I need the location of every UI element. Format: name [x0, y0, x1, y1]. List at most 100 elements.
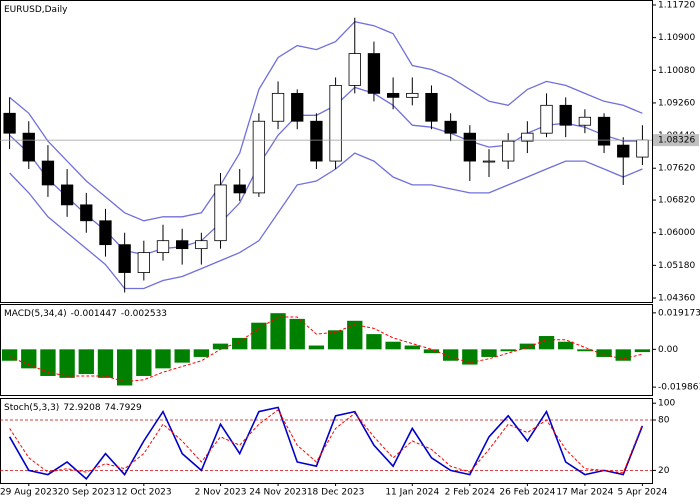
histogram-bar [404, 345, 420, 350]
candle-body [597, 116, 611, 146]
histogram-bar [232, 337, 248, 350]
histogram-bar [251, 322, 267, 350]
candle-body [214, 184, 227, 242]
candle-body [444, 120, 457, 134]
histogram-bar [289, 318, 305, 350]
indicator-line [9, 316, 643, 383]
y-tick-label: 100 [658, 399, 675, 409]
candle-body [99, 220, 112, 246]
title-value: 74.7929 [105, 403, 142, 413]
indicator-line [9, 86, 643, 256]
y-tick-label: 1.06000 [658, 228, 695, 238]
candle-body [80, 204, 93, 222]
candle-body [636, 139, 649, 158]
y-tick-label: 1.10080 [658, 66, 695, 76]
x-tick-label: 12 Oct 2023 [116, 488, 172, 498]
histogram-bar [116, 349, 133, 386]
histogram-bar [462, 349, 478, 365]
candle-body [252, 120, 266, 194]
price-tag [653, 134, 699, 147]
title-text: EURUSD,Daily [4, 5, 68, 15]
histogram-bar [174, 349, 190, 363]
candle-body [233, 184, 246, 194]
title-value: -0.001447 [71, 309, 117, 319]
panel-title: MACD(5,34,4) -0.001447 -0.002533 [4, 309, 167, 319]
title-text: Stoch(5,3,3) [4, 403, 59, 413]
candle-body [617, 144, 630, 158]
panel-title: Stoch(5,3,3) 72.9208 74.7929 [4, 403, 142, 413]
candle-body [195, 240, 208, 250]
x-tick-label: 17 Mar 2024 [556, 488, 613, 498]
histogram-bar [366, 334, 382, 350]
histogram-bar [59, 349, 75, 378]
histogram-bar [270, 313, 286, 350]
main-panel [0, 0, 653, 303]
x-tick-label: 26 Feb 2024 [499, 488, 555, 498]
histogram-bar [577, 349, 593, 352]
candle-body [463, 132, 476, 162]
indicator-line [9, 20, 643, 222]
y-tick-label: 0.019173 [658, 308, 700, 318]
candle-body [271, 92, 285, 122]
histogram-bar [78, 349, 94, 375]
histogram-bar [155, 349, 171, 369]
x-tick-label: 29 Aug 2023 [0, 488, 58, 498]
x-tick-label: 24 Nov 2023 [249, 488, 307, 498]
y-tick-label: 1.10900 [658, 33, 695, 43]
title-value: 72.9208 [63, 403, 100, 413]
y-tick-label: 20 [658, 466, 670, 476]
histogram-bar [423, 349, 440, 354]
histogram-bar [634, 349, 651, 353]
histogram-bar [519, 343, 536, 350]
candle-body [118, 244, 131, 273]
histogram-bar [538, 336, 555, 350]
candle-body [3, 112, 16, 134]
y-tick-label: 0.00 [658, 345, 678, 355]
candle-body [310, 120, 323, 162]
candle-body [502, 140, 515, 162]
candle-body [367, 53, 381, 94]
y-tick-label: 1.07620 [658, 164, 695, 174]
histogram-bar [385, 341, 401, 350]
macd-panel [0, 304, 653, 396]
candle-body [348, 53, 361, 86]
candle-body [482, 160, 496, 163]
histogram-bar [136, 349, 152, 376]
histogram-bar [308, 345, 325, 350]
histogram-bar [21, 349, 37, 369]
candle-body [578, 116, 592, 126]
y-tick-label: -0.019861 [658, 383, 700, 393]
histogram-bar [40, 349, 56, 376]
stoch-panel [0, 398, 653, 484]
histogram-bar [327, 330, 344, 350]
candle-body [156, 240, 170, 254]
candle-body [540, 104, 553, 134]
y-tick-label: 1.11720 [658, 0, 695, 10]
histogram-bar [347, 320, 363, 350]
candle-body [22, 132, 35, 162]
histogram-bar [500, 349, 516, 352]
x-tick-label: 20 Sep 2023 [58, 488, 115, 498]
y-tick-label: 1.06820 [658, 196, 695, 206]
x-tick-label: 5 Apr 2024 [617, 488, 667, 498]
histogram-bar [212, 343, 229, 350]
candle-body [386, 92, 400, 98]
candle-body [521, 132, 534, 142]
title-value: -0.002533 [121, 309, 167, 319]
y-tick-label: 1.04360 [658, 294, 695, 304]
candle-body [425, 92, 438, 122]
candle-body [406, 92, 419, 98]
panel-title: EURUSD,Daily [4, 5, 68, 15]
y-tick-label: 1.09260 [658, 98, 695, 108]
indicator-line [8, 406, 644, 480]
histogram-bar [615, 349, 631, 361]
x-tick-label: 11 Jan 2024 [385, 488, 439, 498]
y-tick-label: 80 [658, 416, 670, 426]
histogram-bar [558, 341, 574, 350]
histogram-bar [596, 349, 612, 357]
histogram-bar [1, 349, 18, 361]
x-tick-label: 18 Dec 2023 [307, 488, 365, 498]
histogram-bar [481, 349, 497, 357]
candle-body [176, 240, 189, 250]
